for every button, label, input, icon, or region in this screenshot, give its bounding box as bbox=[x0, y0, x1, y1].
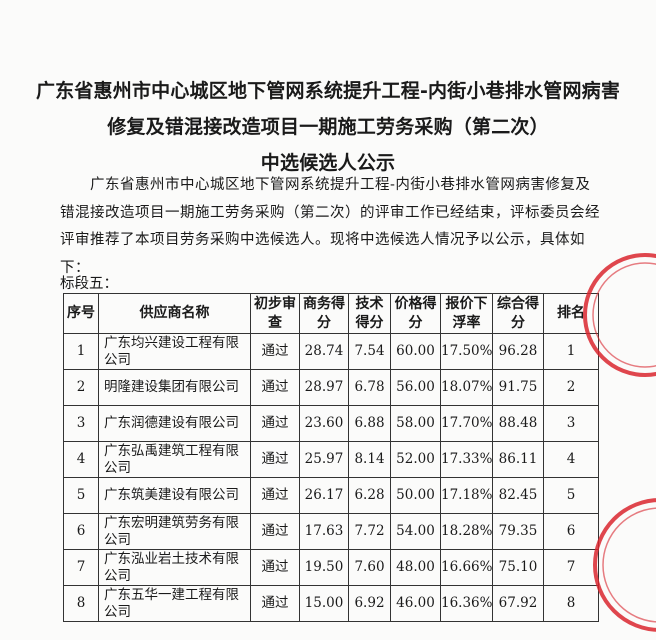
total-score-cell: 91.75 bbox=[492, 369, 544, 406]
technical-score-cell: 6.28 bbox=[348, 477, 391, 514]
supplier-name-cell: 广东筑美建设有限公司 bbox=[98, 477, 251, 514]
total-score-cell: 86.11 bbox=[492, 441, 544, 478]
preliminary-review-cell: 通过 bbox=[250, 477, 300, 514]
column-header: 初步审查 bbox=[250, 293, 300, 334]
preliminary-review-cell: 通过 bbox=[250, 333, 300, 370]
rank-cell: 3 bbox=[543, 405, 599, 442]
bid-discount-rate-cell: 18.28% bbox=[440, 513, 493, 550]
price-score-cell: 56.00 bbox=[390, 369, 441, 406]
column-header: 报价下浮率 bbox=[440, 293, 493, 334]
column-header: 商务得分 bbox=[299, 293, 349, 334]
preliminary-review-cell: 通过 bbox=[250, 405, 300, 442]
preliminary-review-cell: 通过 bbox=[250, 585, 300, 622]
technical-score-cell: 6.92 bbox=[348, 585, 391, 622]
table-row: 6 广东宏明建筑劳务有限公司 通过 17.63 7.72 54.00 18.28% 79.35… bbox=[63, 513, 599, 550]
preliminary-review-cell: 通过 bbox=[250, 441, 300, 478]
business-score-cell: 15.00 bbox=[299, 585, 349, 622]
table-row: 5 广东筑美建设有限公司 通过 26.17 6.28 50.00 17.18% 82.45 5 bbox=[63, 477, 599, 514]
technical-score-cell: 7.54 bbox=[348, 333, 391, 370]
supplier-name-cell: 广东润德建设有限公司 bbox=[98, 405, 251, 442]
total-score-cell: 96.28 bbox=[492, 333, 544, 370]
bid-discount-rate-cell: 18.07% bbox=[440, 369, 493, 406]
supplier-name-cell: 广东弘禹建筑工程有限公司 bbox=[98, 441, 251, 478]
total-score-cell: 79.35 bbox=[492, 513, 544, 550]
supplier-name-cell: 明隆建设集团有限公司 bbox=[98, 369, 251, 406]
business-score-cell: 28.97 bbox=[299, 369, 349, 406]
table-row: 8 广东五华一建工程有限公司 通过 15.00 6.92 46.00 16.36% 67.92… bbox=[63, 585, 599, 622]
supplier-name-cell: 广东五华一建工程有限公司 bbox=[98, 585, 251, 622]
official-seal-bottom bbox=[593, 498, 656, 632]
supplier-name-cell: 广东泓业岩土技术有限公司 bbox=[98, 549, 251, 586]
business-score-cell: 19.50 bbox=[299, 549, 349, 586]
official-seal-top bbox=[583, 253, 656, 377]
intro-paragraph: 广东省惠州市中心城区地下管网系统提升工程-内街小巷排水管网病害修复及错混接改造项… bbox=[60, 177, 600, 276]
price-score-cell: 54.00 bbox=[390, 513, 441, 550]
table-header-row: 序号 供应商名称 初步审查 商务得分 技术得分 价格得分 报价下浮率 综合得分 排名 bbox=[63, 293, 599, 334]
bid-discount-rate-cell: 16.66% bbox=[440, 549, 493, 586]
technical-score-cell: 6.78 bbox=[348, 369, 391, 406]
table-row: 7 广东泓业岩土技术有限公司 通过 19.50 7.60 48.00 16.66% 75.10… bbox=[63, 549, 599, 586]
rank-cell: 6 bbox=[543, 513, 599, 550]
column-header: 排名 bbox=[543, 293, 599, 334]
row-number-cell: 7 bbox=[63, 549, 99, 586]
technical-score-cell: 7.60 bbox=[348, 549, 391, 586]
rank-cell: 2 bbox=[543, 369, 599, 406]
table-row: 3 广东润德建设有限公司 通过 23.60 6.88 58.00 17.70% 88.48 3 bbox=[63, 405, 599, 442]
preliminary-review-cell: 通过 bbox=[250, 369, 300, 406]
price-score-cell: 52.00 bbox=[390, 441, 441, 478]
column-header: 综合得分 bbox=[492, 293, 544, 334]
row-number-cell: 1 bbox=[63, 333, 99, 370]
price-score-cell: 60.00 bbox=[390, 333, 441, 370]
price-score-cell: 50.00 bbox=[390, 477, 441, 514]
total-score-cell: 67.92 bbox=[492, 585, 544, 622]
business-score-cell: 23.60 bbox=[299, 405, 349, 442]
row-number-cell: 8 bbox=[63, 585, 99, 622]
rank-cell: 4 bbox=[543, 441, 599, 478]
supplier-name-cell: 广东宏明建筑劳务有限公司 bbox=[98, 513, 251, 550]
bid-discount-rate-cell: 17.33% bbox=[440, 441, 493, 478]
table-row: 2 明隆建设集团有限公司 通过 28.97 6.78 56.00 18.07% 91.75 2 bbox=[63, 369, 599, 406]
bid-discount-rate-cell: 17.50% bbox=[440, 333, 493, 370]
technical-score-cell: 6.88 bbox=[348, 405, 391, 442]
business-score-cell: 17.63 bbox=[299, 513, 349, 550]
candidate-table: 序号 供应商名称 初步审查 商务得分 技术得分 价格得分 报价下浮率 综合得分 排名 1 广东均兴… bbox=[63, 293, 599, 622]
supplier-name-cell: 广东均兴建设工程有限公司 bbox=[98, 333, 251, 370]
preliminary-review-cell: 通过 bbox=[250, 513, 300, 550]
total-score-cell: 75.10 bbox=[492, 549, 544, 586]
technical-score-cell: 8.14 bbox=[348, 441, 391, 478]
row-number-cell: 3 bbox=[63, 405, 99, 442]
business-score-cell: 26.17 bbox=[299, 477, 349, 514]
row-number-cell: 4 bbox=[63, 441, 99, 478]
total-score-cell: 82.45 bbox=[492, 477, 544, 514]
document-title-line-2: 修复及错混接改造项目一期施工劳务采购（第二次） bbox=[107, 116, 549, 138]
document-title-line-1: 广东省惠州市中心城区地下管网系统提升工程-内街小巷排水管网病害 bbox=[35, 80, 621, 102]
document-title-line-3: 中选候选人公示 bbox=[260, 152, 396, 174]
price-score-cell: 46.00 bbox=[390, 585, 441, 622]
table-row: 1 广东均兴建设工程有限公司 通过 28.74 7.54 60.00 17.50% 96.28… bbox=[63, 333, 599, 370]
rank-cell: 7 bbox=[543, 549, 599, 586]
row-number-cell: 6 bbox=[63, 513, 99, 550]
bid-discount-rate-cell: 17.70% bbox=[440, 405, 493, 442]
price-score-cell: 58.00 bbox=[390, 405, 441, 442]
rank-cell: 8 bbox=[543, 585, 599, 622]
bid-discount-rate-cell: 16.36% bbox=[440, 585, 493, 622]
business-score-cell: 28.74 bbox=[299, 333, 349, 370]
technical-score-cell: 7.72 bbox=[348, 513, 391, 550]
preliminary-review-cell: 通过 bbox=[250, 549, 300, 586]
column-header: 供应商名称 bbox=[98, 293, 251, 334]
column-header: 价格得分 bbox=[390, 293, 441, 334]
total-score-cell: 88.48 bbox=[492, 405, 544, 442]
row-number-cell: 5 bbox=[63, 477, 99, 514]
price-score-cell: 48.00 bbox=[390, 549, 441, 586]
business-score-cell: 25.97 bbox=[299, 441, 349, 478]
row-number-cell: 2 bbox=[63, 369, 99, 406]
bid-discount-rate-cell: 17.18% bbox=[440, 477, 493, 514]
table-row: 4 广东弘禹建筑工程有限公司 通过 25.97 8.14 52.00 17.33% 86.11… bbox=[63, 441, 599, 478]
column-header: 技术得分 bbox=[348, 293, 391, 334]
column-header: 序号 bbox=[63, 293, 99, 334]
section-label: 标段五： bbox=[60, 276, 118, 292]
